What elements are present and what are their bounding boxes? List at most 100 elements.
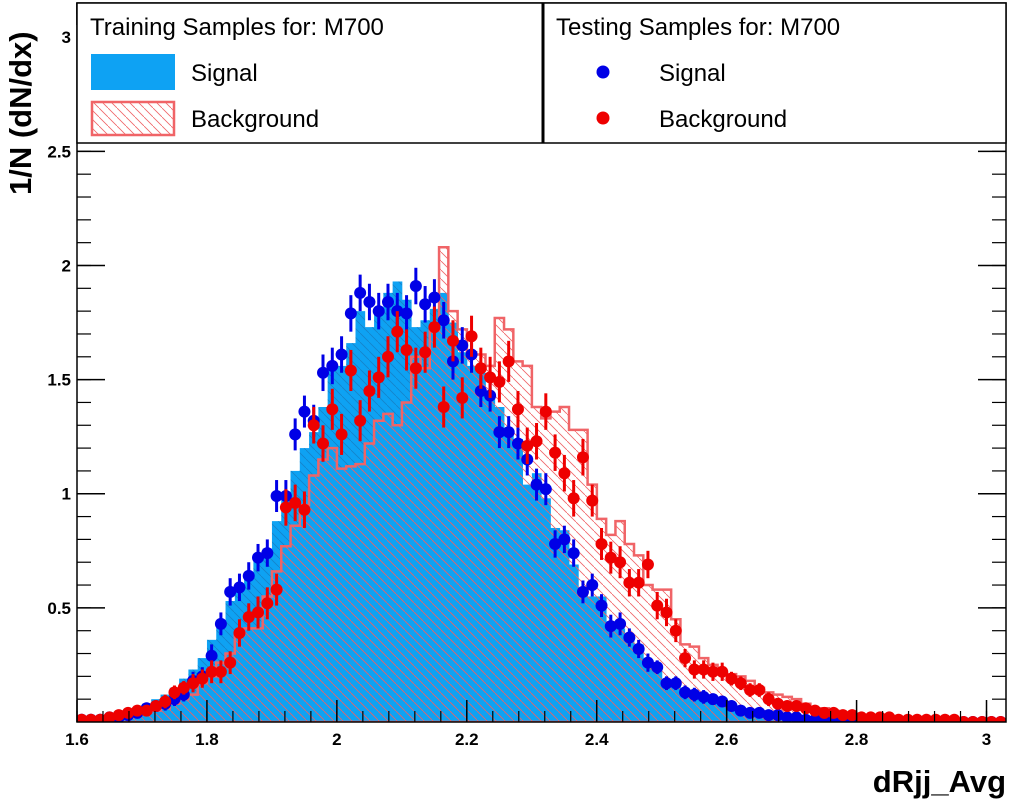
background-test-point: [883, 711, 896, 722]
signal-test-point: [511, 437, 524, 450]
y-tick-label: 2.5: [47, 142, 71, 161]
test-points-layer: [77, 267, 1006, 722]
background-test-point: [549, 446, 562, 459]
signal-test-point: [567, 547, 580, 560]
background-test-point: [122, 706, 135, 719]
signal-test-point: [344, 307, 357, 320]
signal-test-point: [679, 686, 692, 699]
background-test-point: [177, 681, 190, 694]
background-test-point: [976, 716, 989, 722]
background-test-point: [521, 439, 534, 452]
signal-test-point: [669, 677, 682, 690]
background-test-point: [614, 556, 627, 569]
background-test-point: [335, 428, 348, 441]
signal-test-point: [261, 547, 274, 560]
signal-test-point: [762, 709, 775, 722]
background-test-point: [948, 713, 961, 722]
background-test-point: [233, 626, 246, 639]
background-test-point: [224, 656, 237, 669]
background-test-point: [354, 414, 367, 427]
legend-background-point-marker: [596, 111, 610, 125]
signal-test-point: [437, 314, 450, 327]
background-test-point: [493, 375, 506, 388]
background-test-point: [159, 695, 172, 708]
background-test-point: [558, 467, 571, 480]
background-test-point: [641, 558, 654, 571]
background-test-point: [149, 700, 162, 713]
signal-test-point: [205, 649, 218, 662]
legend-signal-fill-swatch: [91, 54, 175, 90]
background-test-point: [456, 391, 469, 404]
background-test-point: [252, 606, 265, 619]
background-test-point: [985, 716, 998, 722]
x-tick-label: 1.8: [195, 730, 219, 749]
background-test-point: [567, 492, 580, 505]
background-test-point: [836, 709, 849, 722]
signal-test-point: [558, 533, 571, 546]
legend-training-background-label: Background: [191, 106, 319, 133]
background-test-point: [140, 704, 153, 717]
background-test-point: [901, 713, 914, 722]
signal-test-point: [326, 359, 339, 372]
background-test-point: [437, 401, 450, 414]
background-test-point: [734, 677, 747, 690]
signal-test-point: [706, 693, 719, 706]
signal-test-point: [530, 478, 543, 491]
background-test-point: [428, 321, 441, 334]
x-axis-title: dRjj_Avg: [873, 764, 1006, 799]
signal-test-point: [688, 688, 701, 701]
signal-test-point: [419, 298, 432, 311]
background-test-point: [651, 599, 664, 612]
x-tick-label: 2.2: [455, 730, 479, 749]
background-test-point: [307, 419, 320, 432]
background-test-point: [846, 709, 859, 722]
x-tick-label: 2.6: [715, 730, 739, 749]
background-test-point: [530, 435, 543, 448]
background-test-point: [289, 496, 302, 509]
signal-test-point: [809, 713, 822, 722]
x-tick-label: 1.6: [65, 730, 89, 749]
background-test-point: [400, 343, 413, 356]
background-test-point: [595, 537, 608, 550]
signal-test-point: [354, 286, 367, 299]
background-test-point: [214, 665, 227, 678]
signal-test-point: [252, 551, 265, 564]
background-test-point: [298, 503, 311, 516]
signal-test-point: [781, 711, 794, 722]
signal-test-point: [372, 305, 385, 318]
background-test-point: [994, 716, 1006, 722]
background-test-point: [84, 713, 97, 722]
background-test-point: [326, 403, 339, 416]
signal-test-point: [697, 690, 710, 703]
background-test-point: [911, 713, 924, 722]
legend-training-title: Training Samples for: M700: [90, 14, 384, 41]
signal-test-point: [586, 579, 599, 592]
legend-testing-signal-label: Signal: [659, 60, 726, 87]
background-test-point: [381, 350, 394, 363]
background-test-point: [465, 330, 478, 343]
background-test-point: [372, 371, 385, 384]
signal-test-point: [623, 631, 636, 644]
signal-test-point: [428, 291, 441, 304]
signal-test-point: [502, 426, 515, 439]
background-test-point: [771, 697, 784, 710]
background-test-point: [446, 334, 459, 347]
x-tick-label: 3: [982, 730, 991, 749]
legend: Training Samples for: M700 Signal Backgr…: [76, 2, 1007, 144]
signal-test-point: [799, 713, 812, 722]
legend-training-signal-label: Signal: [191, 60, 258, 87]
background-test-point: [168, 686, 181, 699]
signal-test-point: [298, 405, 311, 418]
signal-test-point: [456, 339, 469, 352]
signal-test-point: [242, 569, 255, 582]
background-test-point: [363, 385, 376, 398]
background-test-point: [660, 606, 673, 619]
background-test-point: [474, 362, 487, 375]
background-test-point: [187, 677, 200, 690]
x-tick-label: 2: [332, 730, 341, 749]
y-tick-label: 2: [62, 256, 71, 275]
background-test-point: [809, 704, 822, 717]
legend-testing-title: Testing Samples for: M700: [556, 14, 840, 41]
signal-test-point: [335, 348, 348, 361]
signal-test-point: [595, 599, 608, 612]
